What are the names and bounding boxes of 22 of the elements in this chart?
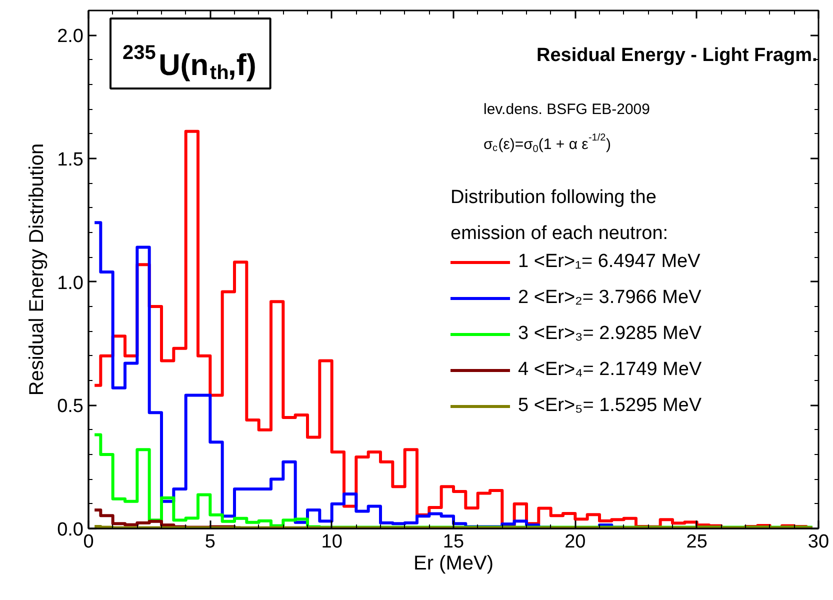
legend-label: 4 <Er>₄= 2.1749 MeV xyxy=(518,359,702,381)
legend-label: 5 <Er>₅= 1.5295 MeV xyxy=(518,395,702,417)
y-tick-label: 1.0 xyxy=(57,272,84,294)
x-tick-label: 20 xyxy=(564,532,586,552)
y-axis-title: Residual Energy Distribution xyxy=(26,143,48,396)
x-tick-label: 0 xyxy=(83,532,94,552)
y-tick-label: 0.5 xyxy=(57,396,84,418)
x-tick-label: 30 xyxy=(808,532,830,552)
legend-title: Distribution following the emission of each neutron: xyxy=(450,187,668,244)
legend-label: 2 <Er>₂= 3.7966 MeV xyxy=(518,287,702,309)
text: Residual Energy - Light Fragm. xyxy=(536,45,818,66)
x-tick-label: 25 xyxy=(686,532,708,552)
y-tick-label: 0.0 xyxy=(57,520,84,540)
x-tick-label: 15 xyxy=(442,532,464,552)
x-axis-title: Er (MeV) xyxy=(414,552,494,574)
legend-label: 3 <Er>₃= 2.9285 MeV xyxy=(518,323,702,345)
y-tick-label: 1.5 xyxy=(57,150,84,170)
x-tick-label: 10 xyxy=(321,532,342,552)
annotation: lev.dens. BSFG EB-2009 xyxy=(484,101,650,118)
y-tick-label: 2.0 xyxy=(57,26,84,48)
x-tick-label: 5 xyxy=(204,532,216,552)
legend-label: 1 <Er>₁= 6.4947 MeV xyxy=(518,251,700,273)
